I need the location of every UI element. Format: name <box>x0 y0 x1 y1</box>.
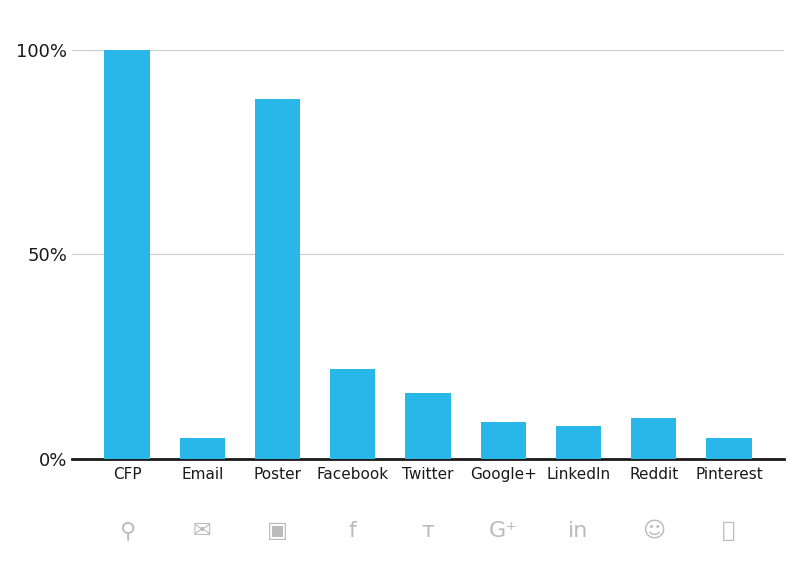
Text: ᴛ: ᴛ <box>422 521 434 541</box>
Text: G⁺: G⁺ <box>489 521 518 541</box>
Bar <box>104 51 150 459</box>
Bar <box>255 99 300 459</box>
Bar <box>481 422 526 459</box>
Bar <box>330 369 375 459</box>
Bar <box>406 393 450 459</box>
Bar <box>556 426 601 459</box>
Text: ✉: ✉ <box>193 521 211 541</box>
Bar <box>180 438 225 459</box>
Text: ⚲: ⚲ <box>119 521 135 541</box>
Text: ☺: ☺ <box>642 521 666 541</box>
Bar <box>706 438 752 459</box>
Text: in: in <box>568 521 589 541</box>
Text: f: f <box>349 521 357 541</box>
Bar <box>631 418 676 459</box>
Text: Ⓟ: Ⓟ <box>722 521 736 541</box>
Text: ▣: ▣ <box>267 521 288 541</box>
